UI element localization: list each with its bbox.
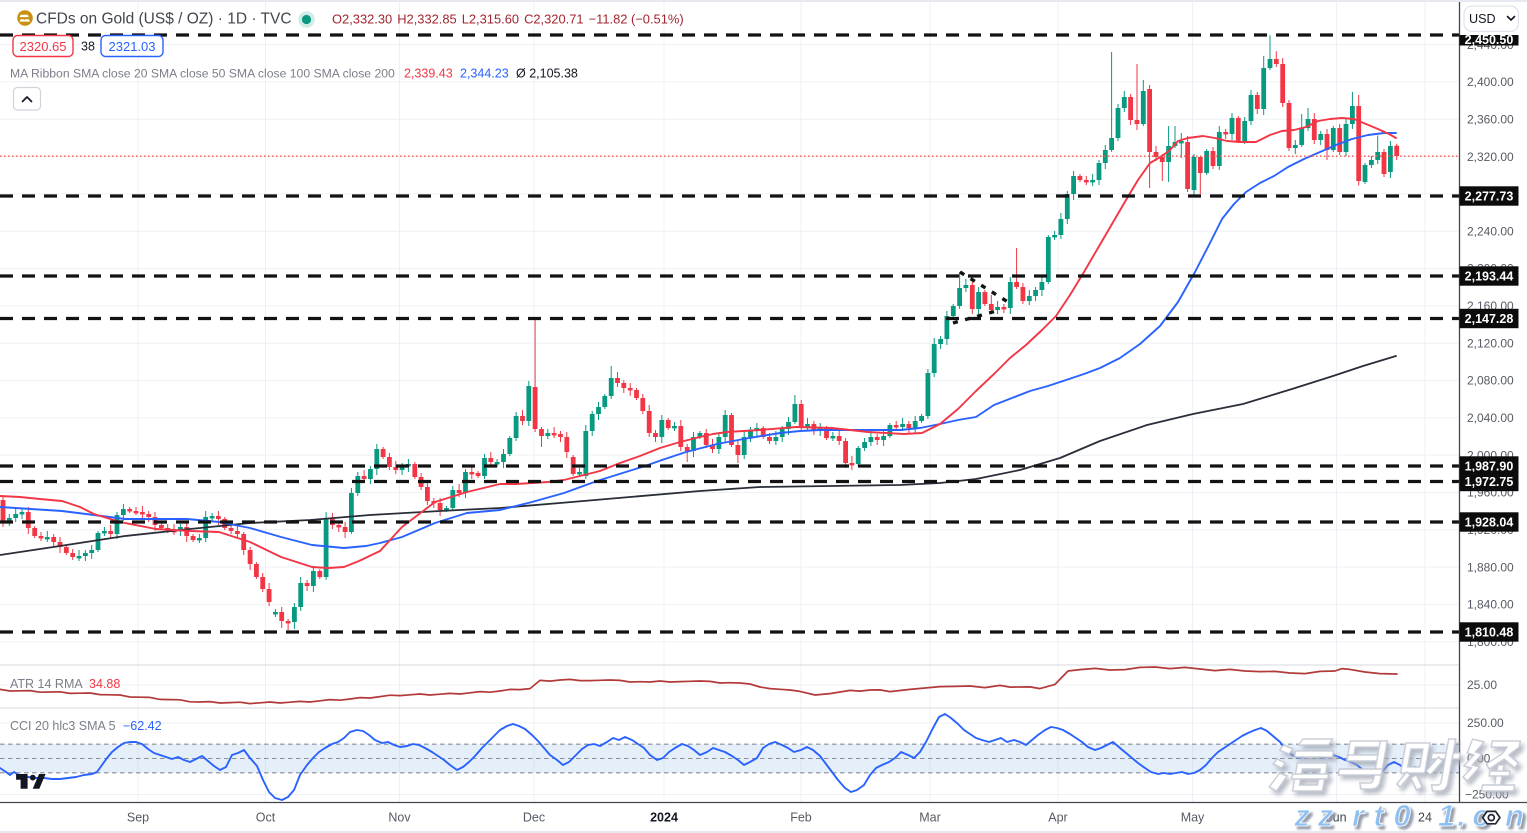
svg-text:Oct: Oct: [256, 811, 276, 825]
svg-text:CFDs on Gold (US$ / OZ) · 1D ·: CFDs on Gold (US$ / OZ) · 1D · TVC: [36, 11, 292, 28]
svg-text:25.00: 25.00: [1467, 678, 1497, 692]
svg-text:2,450.50: 2,450.50: [1465, 33, 1514, 47]
svg-text:24: 24: [1418, 811, 1432, 825]
svg-text:2,360.00: 2,360.00: [1467, 112, 1514, 126]
svg-text:1,840.00: 1,840.00: [1467, 598, 1514, 612]
svg-text:Sep: Sep: [127, 811, 149, 825]
svg-text:1,928.04: 1,928.04: [1465, 515, 1514, 529]
svg-text:Feb: Feb: [790, 811, 812, 825]
svg-text:2,339.43: 2,339.43: [404, 67, 453, 81]
svg-text:2,080.00: 2,080.00: [1467, 374, 1514, 388]
svg-text:Mar: Mar: [919, 811, 941, 825]
svg-text:2,277.73: 2,277.73: [1465, 189, 1514, 203]
svg-text:2024: 2024: [650, 811, 678, 825]
svg-text:2320.65: 2320.65: [20, 39, 67, 54]
svg-text:CCI 20 hlc3 SMA 5: CCI 20 hlc3 SMA 5: [10, 719, 116, 733]
svg-text:1: 1: [1438, 798, 1455, 833]
svg-text:2,344.23: 2,344.23: [460, 67, 509, 81]
svg-text:2,193.44: 2,193.44: [1465, 269, 1514, 283]
svg-text:May: May: [1181, 811, 1205, 825]
svg-text:z: z: [1317, 798, 1334, 833]
svg-text:2,400.00: 2,400.00: [1467, 75, 1514, 89]
svg-text:Dec: Dec: [523, 811, 545, 825]
svg-text:1,810.48: 1,810.48: [1465, 625, 1514, 639]
svg-text:Ø 2,105.38: Ø 2,105.38: [516, 67, 578, 81]
svg-text:34.88: 34.88: [89, 677, 120, 691]
svg-text:USD: USD: [1469, 12, 1496, 26]
svg-text:2,040.00: 2,040.00: [1467, 411, 1514, 425]
svg-text:ATR 14 RMA: ATR 14 RMA: [10, 677, 83, 691]
svg-text:Jun: Jun: [1326, 811, 1346, 825]
svg-text:1,880.00: 1,880.00: [1467, 560, 1514, 574]
svg-text:1,972.75: 1,972.75: [1465, 475, 1514, 489]
svg-text:c: c: [1472, 798, 1489, 833]
svg-text:2,320.00: 2,320.00: [1467, 150, 1514, 164]
svg-text:2321.03: 2321.03: [109, 39, 156, 54]
svg-text:MA Ribbon SMA close 20 SMA clo: MA Ribbon SMA close 20 SMA close 50 SMA …: [10, 67, 395, 81]
svg-text:250.00: 250.00: [1467, 716, 1504, 730]
svg-text:Nov: Nov: [388, 811, 411, 825]
svg-text:r: r: [1352, 798, 1366, 833]
svg-text:1,987.90: 1,987.90: [1465, 459, 1514, 473]
svg-text:n: n: [1505, 798, 1524, 833]
svg-text:.: .: [1457, 798, 1466, 833]
svg-text:2,240.00: 2,240.00: [1467, 224, 1514, 238]
svg-text:−62.42: −62.42: [123, 719, 162, 733]
svg-text:2,147.28: 2,147.28: [1465, 312, 1514, 326]
svg-text:t: t: [1373, 798, 1385, 833]
svg-text:2,120.00: 2,120.00: [1467, 336, 1514, 350]
svg-text:38: 38: [81, 40, 95, 54]
svg-text:z: z: [1293, 798, 1310, 833]
svg-text:Apr: Apr: [1048, 811, 1067, 825]
svg-text:0: 0: [1393, 798, 1410, 833]
